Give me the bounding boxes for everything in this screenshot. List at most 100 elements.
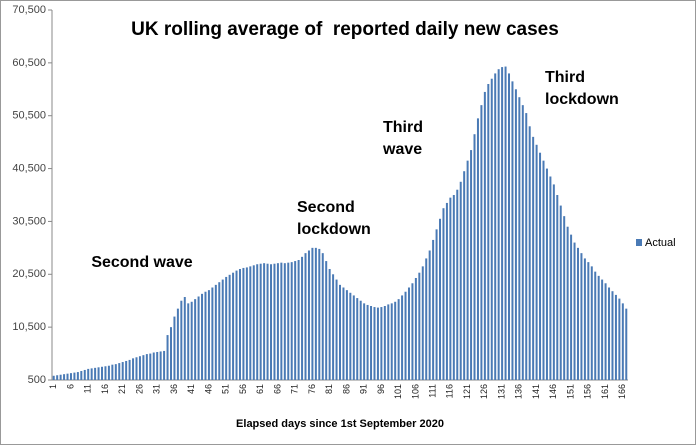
bar	[345, 290, 348, 380]
bar	[132, 358, 135, 380]
bar	[332, 274, 335, 380]
bar	[487, 84, 490, 380]
bar	[128, 359, 131, 380]
bar	[604, 283, 607, 380]
bar	[194, 299, 197, 380]
bar	[373, 307, 376, 380]
bar	[349, 292, 352, 380]
x-tick-label: 151	[565, 384, 575, 399]
bar	[352, 295, 355, 380]
bar	[166, 335, 169, 380]
bar	[242, 267, 245, 380]
bar	[504, 66, 507, 381]
bar	[83, 369, 86, 380]
bar	[125, 360, 128, 380]
bar	[404, 291, 407, 380]
bar	[621, 303, 624, 380]
bar	[214, 284, 217, 380]
bar	[597, 275, 600, 380]
bar	[397, 299, 400, 380]
x-tick-label: 66	[272, 384, 282, 394]
bar	[76, 372, 79, 380]
bar	[470, 150, 473, 380]
bar	[611, 291, 614, 380]
bar	[52, 375, 55, 380]
chart-title: UK rolling average of reported daily new…	[131, 19, 559, 40]
bar	[325, 261, 328, 380]
bar	[583, 258, 586, 380]
x-tick-label: 41	[186, 384, 196, 394]
bar	[169, 327, 172, 380]
bar	[235, 270, 238, 380]
x-tick-label: 26	[134, 384, 144, 394]
bar	[435, 229, 438, 380]
x-tick-label: 81	[324, 384, 334, 394]
annotation: wave	[382, 141, 422, 158]
bar	[187, 303, 190, 380]
annotation: Third	[383, 119, 423, 136]
y-tick-label: 500	[28, 374, 46, 386]
bar	[442, 208, 445, 380]
y-tick-label: 60,500	[12, 57, 46, 69]
bar	[87, 368, 90, 380]
bar	[456, 189, 459, 380]
bar	[549, 176, 552, 380]
x-tick-label: 51	[221, 384, 231, 394]
bar	[221, 279, 224, 380]
bar	[256, 264, 259, 380]
bar	[490, 78, 493, 380]
bar	[225, 276, 228, 380]
x-tick-label: 91	[359, 384, 369, 394]
bar	[614, 294, 617, 380]
bar	[625, 308, 628, 380]
bar	[190, 301, 193, 380]
bar	[407, 287, 410, 380]
bar	[418, 272, 421, 380]
bar	[276, 263, 279, 380]
bar	[428, 250, 431, 380]
x-tick-label: 101	[393, 384, 403, 399]
x-tick-label: 1	[48, 384, 58, 389]
bar	[376, 307, 379, 380]
bar	[280, 262, 283, 380]
bar	[580, 253, 583, 380]
bar	[301, 256, 304, 380]
bar	[228, 274, 231, 380]
y-tick-label: 20,500	[12, 268, 46, 280]
bar	[497, 69, 500, 380]
x-tick-label: 116	[445, 384, 455, 398]
bar	[152, 352, 155, 380]
bar	[370, 306, 373, 380]
y-tick-label: 10,500	[12, 321, 46, 333]
bar	[539, 152, 542, 380]
x-tick-label: 141	[531, 384, 541, 399]
bar	[587, 262, 590, 380]
bar	[314, 247, 317, 380]
bar	[508, 73, 511, 380]
bar	[142, 355, 145, 380]
annotation: Second	[297, 199, 355, 216]
x-tick-label: 121	[462, 384, 472, 399]
bar	[576, 247, 579, 380]
x-axis-label: Elapsed days since 1st September 2020	[236, 418, 444, 430]
bar	[287, 262, 290, 380]
x-tick-label: 106	[410, 384, 420, 399]
bar	[414, 277, 417, 380]
bar	[556, 195, 559, 380]
bar	[290, 262, 293, 380]
x-tick-label: 56	[238, 384, 248, 394]
bar	[339, 284, 341, 380]
bar	[114, 364, 117, 380]
bar	[201, 293, 204, 380]
bar	[328, 269, 331, 380]
bar	[363, 303, 366, 380]
bar	[118, 363, 121, 380]
bar	[473, 134, 476, 380]
bar	[104, 366, 107, 380]
y-tick-label: 50,500	[12, 110, 46, 122]
bar	[149, 353, 152, 380]
bar	[476, 118, 479, 380]
bar	[232, 272, 235, 380]
bar	[535, 144, 538, 380]
bar	[273, 263, 276, 380]
